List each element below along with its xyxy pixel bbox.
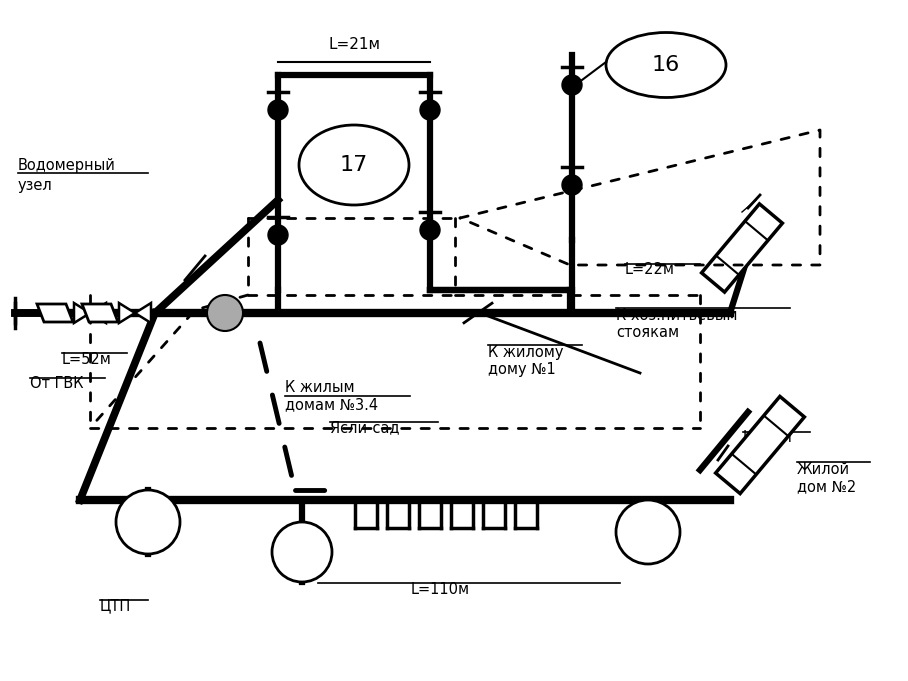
Polygon shape bbox=[37, 304, 73, 322]
Polygon shape bbox=[74, 303, 90, 323]
Text: L=21м: L=21м bbox=[328, 37, 380, 52]
Text: стоякам: стоякам bbox=[616, 325, 679, 340]
Polygon shape bbox=[119, 303, 135, 323]
Polygon shape bbox=[135, 303, 151, 323]
Circle shape bbox=[616, 500, 680, 564]
Text: 16: 16 bbox=[652, 55, 680, 75]
Text: 13: 13 bbox=[290, 543, 314, 562]
Circle shape bbox=[268, 225, 288, 245]
Circle shape bbox=[268, 100, 288, 120]
Circle shape bbox=[272, 522, 332, 582]
Circle shape bbox=[207, 295, 243, 331]
Text: К хоз.питьевым: К хоз.питьевым bbox=[616, 308, 737, 323]
Text: От ГВК: От ГВК bbox=[30, 376, 84, 391]
Polygon shape bbox=[90, 303, 106, 323]
Circle shape bbox=[420, 100, 440, 120]
Text: К жилому: К жилому bbox=[488, 345, 564, 360]
Text: дом №2: дом №2 bbox=[797, 479, 856, 494]
Text: ЦТП: ЦТП bbox=[100, 598, 132, 613]
Polygon shape bbox=[716, 396, 804, 494]
Text: 17: 17 bbox=[340, 155, 368, 175]
Text: узел: узел bbox=[18, 178, 53, 193]
Circle shape bbox=[420, 220, 440, 240]
Text: Жилой: Жилой bbox=[797, 462, 850, 477]
Text: L=52м: L=52м bbox=[62, 352, 112, 367]
Text: 14: 14 bbox=[135, 513, 161, 531]
Text: L=75м: L=75м bbox=[743, 430, 793, 445]
Circle shape bbox=[562, 175, 582, 195]
Polygon shape bbox=[702, 204, 783, 292]
Polygon shape bbox=[82, 304, 118, 322]
Text: L=110м: L=110м bbox=[410, 582, 469, 597]
Text: дому №1: дому №1 bbox=[488, 362, 556, 377]
Circle shape bbox=[562, 75, 582, 95]
Circle shape bbox=[116, 490, 180, 554]
Text: Водомерный: Водомерный bbox=[18, 158, 116, 173]
Text: L=22м: L=22м bbox=[625, 262, 675, 277]
Text: 12: 12 bbox=[636, 522, 660, 541]
Text: домам №3.4: домам №3.4 bbox=[285, 397, 378, 412]
Text: Ясли-сад: Ясли-сад bbox=[330, 420, 400, 435]
Text: К жилым: К жилым bbox=[285, 380, 355, 395]
